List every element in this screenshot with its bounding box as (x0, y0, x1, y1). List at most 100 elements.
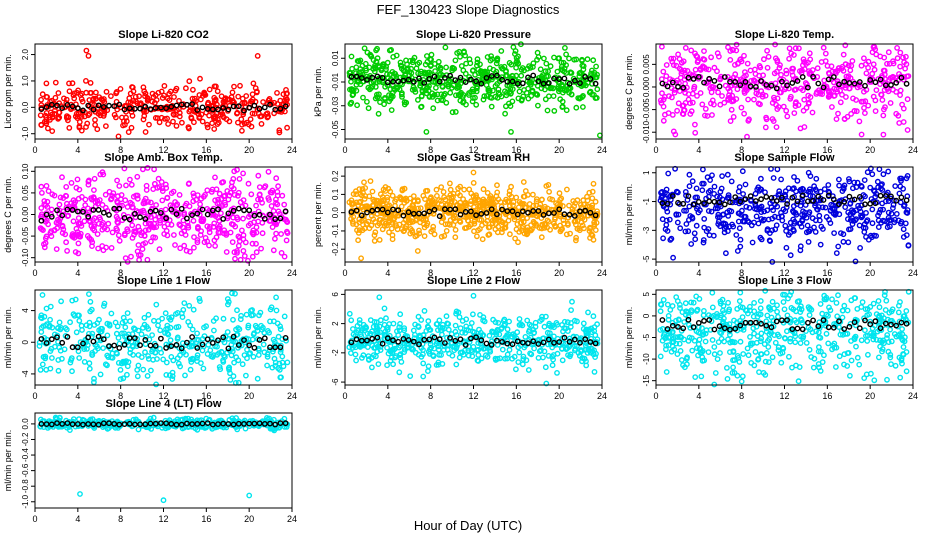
data-point (397, 325, 401, 329)
data-point (232, 360, 236, 364)
data-point (548, 228, 552, 232)
reference-point (712, 200, 716, 204)
reference-point (50, 337, 54, 341)
data-point (227, 193, 231, 197)
data-point (693, 122, 697, 126)
data-point (594, 64, 598, 68)
data-point (77, 216, 81, 220)
data-point (427, 95, 431, 99)
data-point (93, 118, 97, 122)
data-point (129, 91, 133, 95)
data-point (711, 98, 715, 102)
x-tick-label: 0 (32, 391, 37, 401)
reference-point (894, 81, 898, 85)
data-point (356, 238, 360, 242)
data-point (902, 106, 906, 110)
data-point (177, 361, 181, 365)
data-point (431, 106, 435, 110)
data-point (284, 88, 288, 92)
data-point (848, 68, 852, 72)
reference-point (547, 211, 551, 215)
data-point (738, 226, 742, 230)
data-point (151, 187, 155, 191)
data-point (544, 61, 548, 65)
data-point (207, 243, 211, 247)
reference-point (759, 79, 763, 83)
data-point (360, 356, 364, 360)
scatter-points (658, 289, 911, 387)
data-point (124, 183, 128, 187)
data-point (48, 318, 52, 322)
data-point (905, 97, 909, 101)
data-point (106, 222, 110, 226)
data-point (481, 187, 485, 191)
data-point (695, 224, 699, 228)
data-point (477, 327, 481, 331)
data-point (898, 64, 902, 68)
data-point (734, 233, 738, 237)
data-point (547, 94, 551, 98)
reference-point (60, 341, 64, 345)
data-point (862, 90, 866, 94)
reference-point (676, 85, 680, 89)
y-tick-label: -0.2 (331, 242, 340, 256)
reference-point (868, 202, 872, 206)
data-point (866, 66, 870, 70)
x-tick-label: 0 (342, 268, 347, 278)
data-point (660, 45, 664, 49)
data-point (101, 248, 105, 252)
y-tick-label: 0 (21, 339, 30, 344)
data-point (199, 229, 203, 233)
data-point (241, 216, 245, 220)
reference-point (899, 195, 903, 199)
reference-point (847, 81, 851, 85)
reference-point (354, 208, 358, 212)
data-point (116, 194, 120, 198)
data-point (475, 57, 479, 61)
reference-point (521, 81, 525, 85)
panel-ylabel: ml/min per min. (313, 307, 323, 369)
data-point (565, 187, 569, 191)
x-tick-label: 20 (244, 268, 254, 278)
reference-point (257, 213, 261, 217)
data-point (862, 56, 866, 60)
data-point (282, 202, 286, 206)
data-point (379, 192, 383, 196)
data-point (240, 228, 244, 232)
data-point (558, 97, 562, 101)
data-point (693, 237, 697, 241)
data-point (249, 192, 253, 196)
data-point (421, 374, 425, 378)
data-point (784, 246, 788, 250)
data-point (232, 84, 236, 88)
data-point (222, 194, 226, 198)
reference-point (354, 74, 358, 78)
y-axis: -0.2-0.10.00.10.2 (331, 170, 345, 256)
outlier-point (46, 126, 50, 130)
data-point (743, 70, 747, 74)
data-point (39, 123, 43, 127)
data-point (371, 217, 375, 221)
data-point (87, 361, 91, 365)
data-point (542, 56, 546, 60)
data-point (880, 98, 884, 102)
data-point (141, 167, 145, 171)
data-point (561, 358, 565, 362)
data-point (678, 226, 682, 230)
data-point (827, 71, 831, 75)
data-point (270, 365, 274, 369)
data-point (660, 77, 664, 81)
panel-title: Slope Li-820 CO2 (118, 29, 208, 41)
data-point (390, 233, 394, 237)
data-point (429, 53, 433, 57)
data-point (447, 328, 451, 332)
data-point (848, 201, 852, 205)
data-point (870, 207, 874, 211)
reference-point (252, 346, 256, 350)
reference-point (396, 340, 400, 344)
y-axis: -404 (21, 308, 35, 378)
data-point (712, 184, 716, 188)
data-point (186, 125, 190, 129)
outlier-point (256, 54, 260, 58)
